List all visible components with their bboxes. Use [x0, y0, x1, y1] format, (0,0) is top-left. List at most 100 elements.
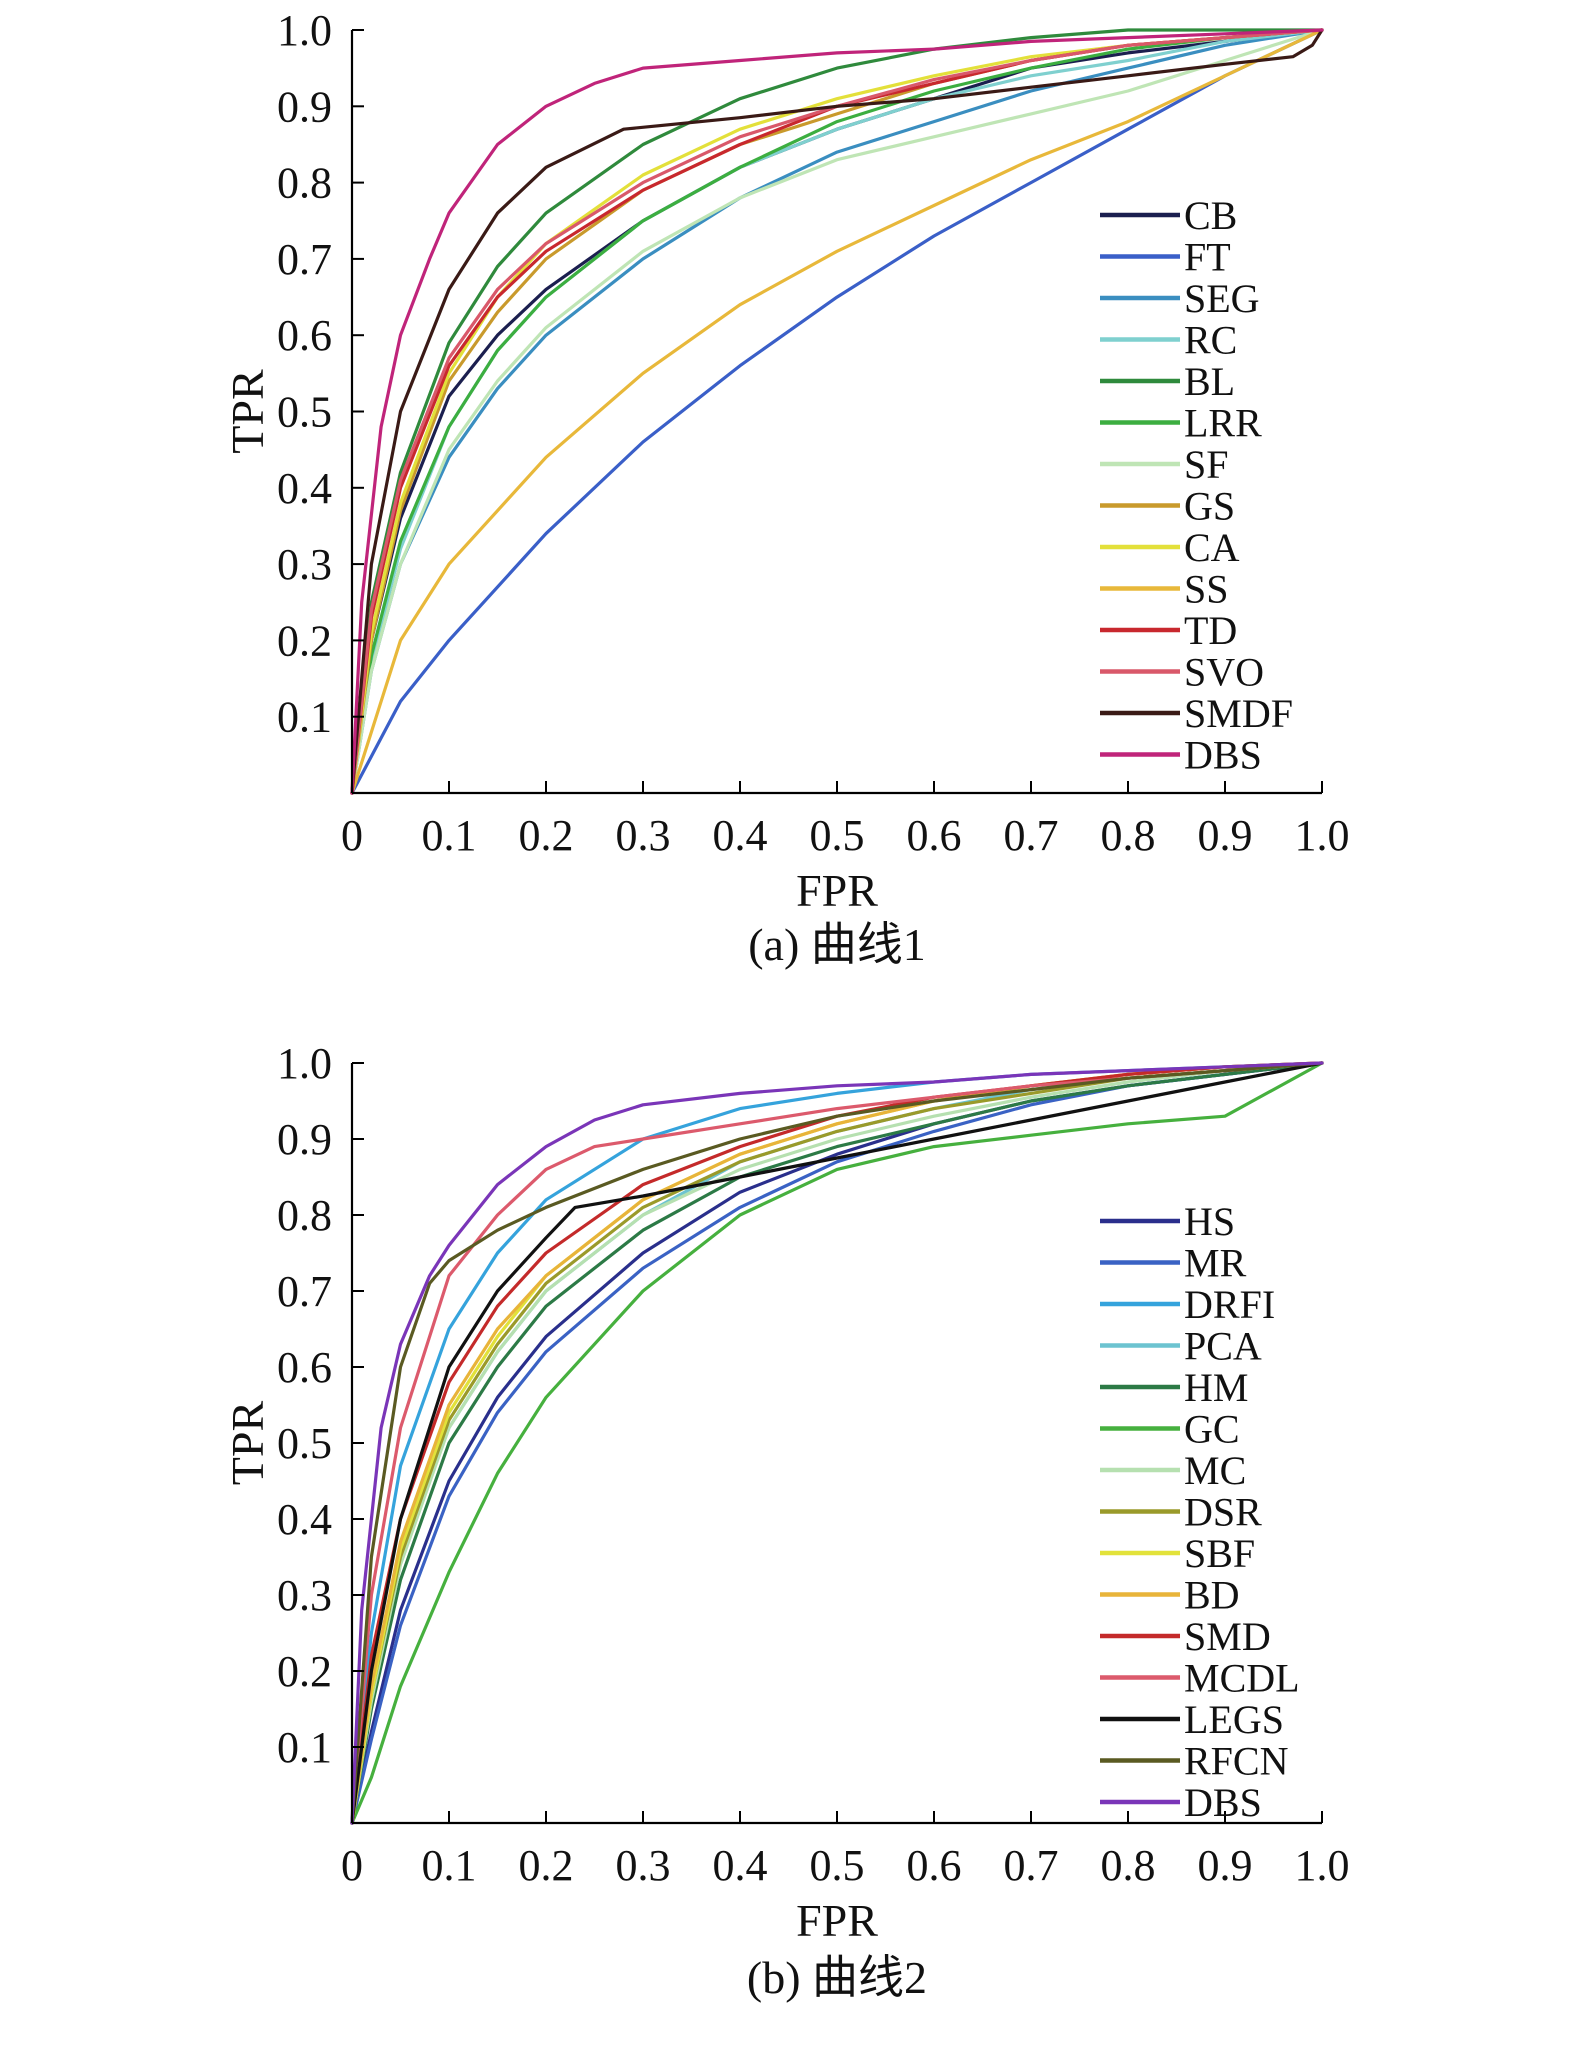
panel-a-y-tick-label: 0.3: [277, 540, 332, 589]
panel-b-y-tick-label: 0.7: [277, 1267, 332, 1316]
panel-a-curve-svo: [350, 28, 1324, 795]
panel-a-x-tick-label: 0.2: [519, 811, 574, 860]
panel-a-y-ticks: 0.1 0.2 0.3 0.4 0.5 0.6 0.7 0.8 0.9 1.0: [277, 6, 364, 742]
panel-a-legend-label-svo: SVO: [1184, 650, 1264, 695]
panel-b-y-tick-label: 0.9: [277, 1115, 332, 1164]
panel-b-legend-label-dbs: DBS: [1184, 1780, 1262, 1825]
panel-b-legend-label-dsr: DSR: [1184, 1490, 1262, 1535]
panel-b-legend-label-drfi: DRFI: [1184, 1282, 1275, 1327]
panel-b-x-tick-label: 0.6: [907, 1841, 962, 1890]
panel-b-legend-label-smd: SMD: [1184, 1614, 1271, 1659]
panel-b-curve-gc: [350, 1061, 1324, 1825]
panel-b-legend-label-rfcn: RFCN: [1184, 1739, 1289, 1784]
panel-a-curve-ss: [350, 28, 1324, 795]
panel-a-y-tick-label: 0.8: [277, 159, 332, 208]
panel-a-legend-label-dbs: DBS: [1184, 733, 1262, 778]
panel-a: 0 0.1 0.2 0.3 0.4 0.5 0.6 0.7 0.8 0.9 1.0 0.10.20.…: [222, 6, 1350, 970]
panel-a-x-tick-label: 0.1: [422, 811, 477, 860]
panel-b-y-tick-label: 0.6: [277, 1343, 332, 1392]
panel-b-x-tick-label: 0.9: [1198, 1841, 1253, 1890]
panel-a-x-tick-label: 0.4: [713, 811, 768, 860]
panel-a-y-tick-label: 0.2: [277, 616, 332, 665]
panel-a-x-tick-label: 1.0: [1295, 811, 1350, 860]
panel-b-x-axis-title: FPR: [796, 1895, 878, 1946]
panel-a-x-tick-label: 0: [341, 811, 363, 860]
panel-b-x-tick-label: 0: [341, 1841, 363, 1890]
panel-a-x-tick-label: 0.7: [1004, 811, 1059, 860]
panel-a-curves: [350, 28, 1324, 795]
panel-a-legend-label-ss: SS: [1184, 567, 1229, 612]
panel-a-curve-lrr: [350, 28, 1324, 795]
panel-a-x-tick-label: 0.9: [1198, 811, 1253, 860]
panel-b: 0 0.1 0.2 0.3 0.4 0.5 0.6 0.7 0.8 0.9 1.0 0.10.20.…: [222, 1039, 1350, 2003]
panel-b-legend-label-mc: MC: [1184, 1448, 1246, 1493]
panel-b-y-tick-label: 0.2: [277, 1647, 332, 1696]
panel-a-y-tick-label: 0.4: [277, 464, 332, 513]
panel-b-legend-label-hs: HS: [1184, 1199, 1235, 1244]
panel-a-legend-label-td: TD: [1184, 608, 1237, 653]
panel-a-caption: (a) 曲线1: [748, 919, 926, 970]
panel-a-legend-label-smdf: SMDF: [1184, 691, 1293, 736]
panel-a-curve-sf: [350, 28, 1324, 795]
panel-b-x-tick-label: 0.2: [519, 1841, 574, 1890]
panel-b-curves: [350, 1061, 1324, 1825]
panel-b-y-ticks: 0.1 0.2 0.3 0.4 0.5 0.6 0.7 0.8 0.9 1.0: [277, 1039, 364, 1772]
panel-a-legend-label-lrr: LRR: [1184, 401, 1262, 446]
panel-a-y-tick-label: 0.5: [277, 388, 332, 437]
panel-b-y-tick-label: 1.0: [277, 1039, 332, 1088]
panel-a-y-tick-label: 0.6: [277, 311, 332, 360]
panel-b-legend: HSMRDRFIPCAHMGCMCDSRSBFBDSMDMCDLLEGSRFCN…: [1100, 1199, 1300, 1825]
panel-b-legend-label-mr: MR: [1184, 1241, 1247, 1286]
panel-a-x-tick-label: 0.5: [810, 811, 865, 860]
panel-a-curve-ft: [350, 28, 1324, 795]
panel-a-y-tick-label: 0.9: [277, 82, 332, 131]
panel-b-curve-rfcn: [350, 1061, 1324, 1825]
panel-a-legend-label-rc: RC: [1184, 318, 1237, 363]
panel-b-y-tick-label: 0.3: [277, 1571, 332, 1620]
panel-b-curve-legs: [350, 1061, 1324, 1825]
panel-a-x-axis-title: FPR: [796, 865, 878, 916]
panel-a-legend-label-gs: GS: [1184, 484, 1235, 529]
panel-b-legend-label-sbf: SBF: [1184, 1531, 1255, 1576]
panel-b-y-tick-label: 0.5: [277, 1419, 332, 1468]
panel-a-legend-label-ca: CA: [1184, 525, 1240, 570]
panel-a-legend-label-seg: SEG: [1184, 276, 1260, 321]
panel-b-x-ticks: 0 0.1 0.2 0.3 0.4 0.5 0.6 0.7 0.8 0.9 1.0: [341, 1811, 1350, 1890]
panel-b-x-tick-label: 0.5: [810, 1841, 865, 1890]
panel-a-curve-dbs: [350, 28, 1324, 795]
panel-a-legend-label-sf: SF: [1184, 442, 1229, 487]
panel-a-curve-smdf: [350, 28, 1324, 795]
panel-b-y-tick-label: 0.1: [277, 1723, 332, 1772]
panel-a-y-tick-label: 0.7: [277, 235, 332, 284]
panel-b-legend-label-mcdl: MCDL: [1184, 1656, 1300, 1701]
panel-b-curve-hm: [350, 1061, 1324, 1825]
panel-b-y-tick-label: 0.4: [277, 1495, 332, 1544]
panel-a-legend-label-ft: FT: [1184, 235, 1231, 280]
panel-b-y-tick-label: 0.8: [277, 1191, 332, 1240]
panel-b-x-tick-label: 0.4: [713, 1841, 768, 1890]
panel-a-x-ticks: 0 0.1 0.2 0.3 0.4 0.5 0.6 0.7 0.8 0.9 1.0: [341, 781, 1350, 860]
panel-b-legend-label-bd: BD: [1184, 1573, 1240, 1618]
panel-b-x-tick-label: 0.7: [1004, 1841, 1059, 1890]
panel-b-x-tick-label: 1.0: [1295, 1841, 1350, 1890]
panel-a-x-tick-label: 0.3: [616, 811, 671, 860]
panel-b-x-tick-label: 0.3: [616, 1841, 671, 1890]
panel-b-x-tick-label: 0.1: [422, 1841, 477, 1890]
panel-a-x-tick-label: 0.6: [907, 811, 962, 860]
panel-b-curve-dbs: [350, 1061, 1324, 1825]
panel-a-y-tick-label: 0.1: [277, 693, 332, 742]
panel-b-curve-mc: [350, 1061, 1324, 1825]
panel-a-legend-label-cb: CB: [1184, 193, 1237, 238]
panel-b-legend-label-pca: PCA: [1184, 1324, 1262, 1369]
panel-a-legend-label-bl: BL: [1184, 359, 1235, 404]
panel-a-y-axis-title: TPR: [222, 369, 273, 454]
panel-a-y-tick-label: 1.0: [277, 6, 332, 55]
panel-b-legend-label-gc: GC: [1184, 1407, 1240, 1452]
panel-b-legend-label-hm: HM: [1184, 1365, 1248, 1410]
panel-b-legend-label-legs: LEGS: [1184, 1697, 1284, 1742]
panel-a-x-tick-label: 0.8: [1101, 811, 1156, 860]
panel-b-caption: (b) 曲线2: [747, 1952, 927, 2003]
